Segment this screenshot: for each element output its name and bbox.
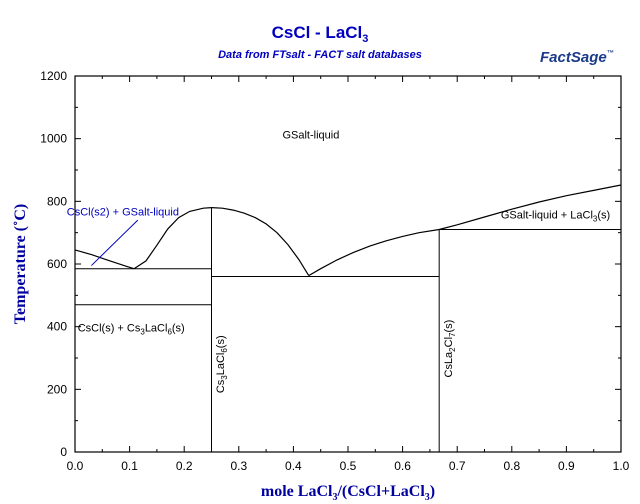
factsage-logo: FactSage™ xyxy=(540,49,614,66)
y-tick-label: 1000 xyxy=(40,132,67,146)
plot-frame xyxy=(74,75,622,453)
y-tick-label: 400 xyxy=(47,320,67,334)
x-axis-label: mole LaCl3/(CsCl+LaCl3) xyxy=(261,483,435,503)
region-label-cscl-s: CsCl(s) + Cs3LaCl6(s) xyxy=(78,322,185,336)
chart-subtitle: Data from FTsalt - FACT salt databases xyxy=(218,49,422,61)
x-tick-label: 0.5 xyxy=(340,459,357,473)
chart-title: CsCl - LaCl3 xyxy=(272,23,369,45)
y-tick-label: 200 xyxy=(47,382,67,396)
region-label-lacl3: GSalt-liquid + LaCl3(s) xyxy=(501,210,610,224)
liquidus-curve xyxy=(74,249,135,270)
pointer-line xyxy=(91,219,139,266)
x-tick-label: 0.1 xyxy=(121,459,138,473)
y-tick-label: 800 xyxy=(47,194,67,208)
liquidus-curve xyxy=(211,207,310,276)
compound-label-csla2cl7: CsLa2Cl7(s) xyxy=(443,320,457,378)
region-label-cscl-s2: CsCl(s2) + GSalt-liquid xyxy=(67,206,179,218)
y-tick-label: 1200 xyxy=(40,69,67,83)
liquidus-curve xyxy=(308,228,440,277)
liquidus-curve xyxy=(133,207,212,270)
liquidus-curve xyxy=(439,184,622,231)
x-tick-label: 0.6 xyxy=(394,459,411,473)
region-label-liquid: GSalt-liquid xyxy=(282,130,339,142)
x-tick-label: 0.0 xyxy=(67,459,84,473)
y-tick-label: 0 xyxy=(60,445,67,459)
x-tick-label: 0.3 xyxy=(230,459,247,473)
y-axis-label: Temperature (˚C) xyxy=(12,204,29,324)
compound-label-cs3lacl6: Cs3LaCl6(s) xyxy=(215,335,229,393)
y-tick-label: 600 xyxy=(47,257,67,271)
x-tick-label: 0.8 xyxy=(503,459,520,473)
x-tick-label: 0.4 xyxy=(285,459,302,473)
x-tick-label: 0.9 xyxy=(558,459,575,473)
x-tick-label: 0.2 xyxy=(176,459,193,473)
x-tick-label: 0.7 xyxy=(449,459,466,473)
x-tick-label: 1.0 xyxy=(613,459,630,473)
